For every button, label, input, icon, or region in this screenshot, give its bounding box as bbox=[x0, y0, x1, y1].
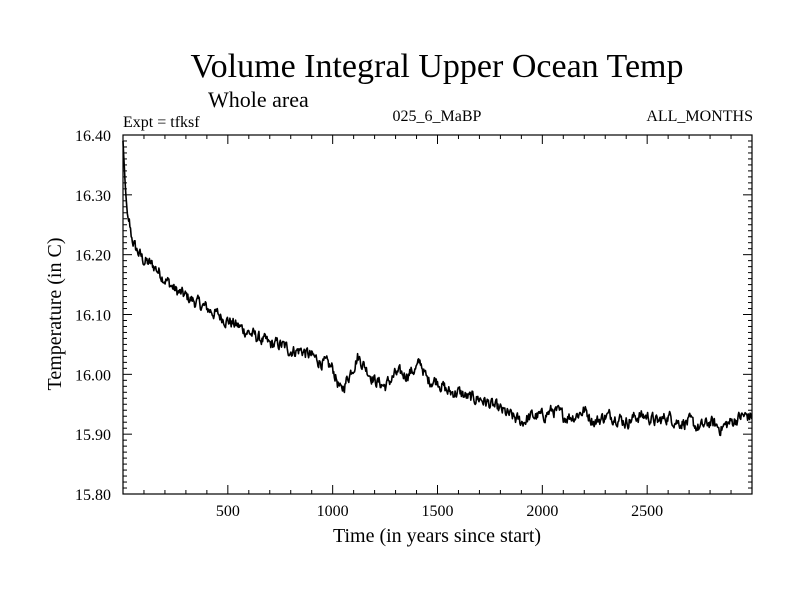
y-tick-label: 16.20 bbox=[75, 248, 111, 265]
temperature-series-line bbox=[122, 140, 753, 437]
chart-subtitle: Whole area bbox=[208, 87, 309, 112]
x-tick-label: 1500 bbox=[422, 503, 454, 520]
x-axis-ticks: 500 1000 1500 2000 2500 bbox=[143, 135, 732, 520]
y-tick-label: 16.30 bbox=[75, 188, 111, 205]
y-tick-label: 16.40 bbox=[75, 128, 111, 145]
run-label: 025_6_MaBP bbox=[393, 108, 482, 125]
y-tick-label: 16.00 bbox=[75, 367, 111, 384]
experiment-label: Expt = tfksf bbox=[123, 114, 200, 131]
x-tick-label: 1000 bbox=[317, 503, 349, 520]
plot-frame bbox=[122, 134, 753, 495]
x-axis-label: Time (in years since start) bbox=[333, 525, 541, 547]
x-tick-label: 2000 bbox=[526, 503, 558, 520]
y-tick-label: 16.10 bbox=[75, 308, 111, 325]
y-axis-ticks: 16.40 16.30 16.20 16.10 16.00 15.90 15.80 bbox=[75, 128, 752, 504]
y-tick-label: 15.80 bbox=[75, 487, 111, 504]
x-tick-label: 2500 bbox=[631, 503, 663, 520]
chart-title: Volume Integral Upper Ocean Temp bbox=[191, 48, 684, 85]
x-tick-label: 500 bbox=[216, 503, 240, 520]
y-tick-label: 15.90 bbox=[75, 427, 111, 444]
period-label: ALL_MONTHS bbox=[646, 108, 753, 125]
y-axis-label: Temperature (in C) bbox=[44, 238, 66, 391]
